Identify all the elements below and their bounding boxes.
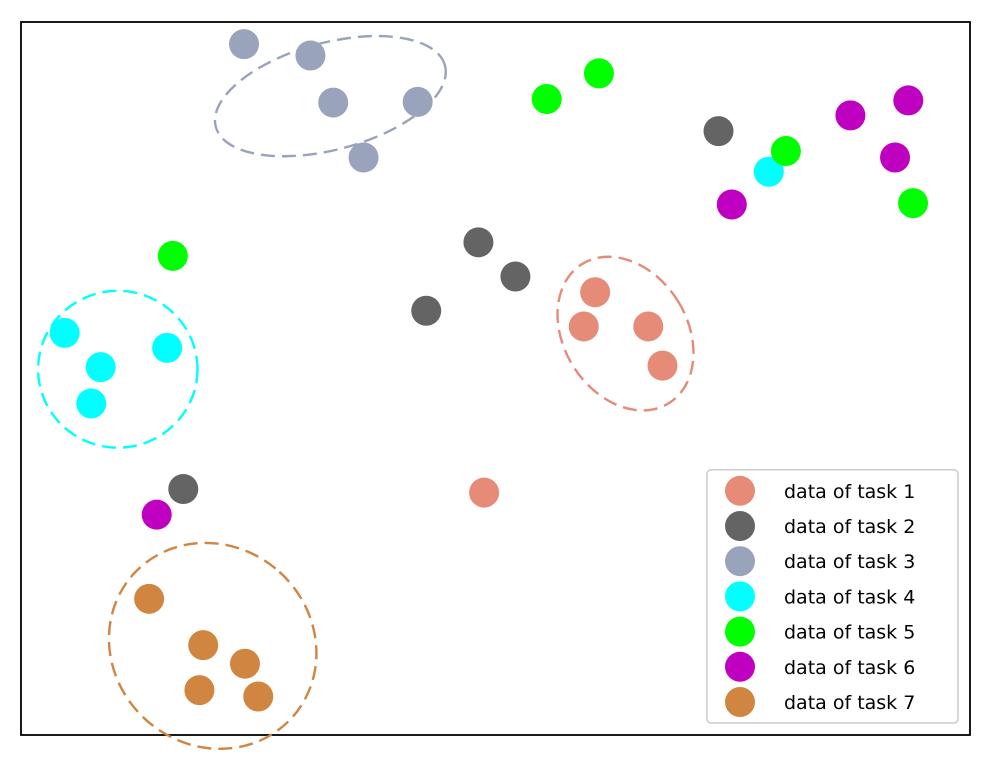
legend-label-data-of-task-2: data of task 2: [784, 516, 915, 538]
legend: data of task 1 data of task 2 data of task…: [706, 469, 959, 724]
point-data-of-task-1-2: [568, 311, 599, 342]
point-data-of-task-4-5: [76, 388, 107, 419]
point-data-of-task-4-4: [85, 352, 116, 383]
point-data-of-task-5-1: [583, 58, 614, 89]
cluster-outlines: [36, 34, 695, 751]
legend-marker-data-of-task-3: [725, 546, 755, 577]
point-data-of-task-4-1: [753, 156, 784, 187]
point-data-of-task-1-5: [469, 477, 500, 508]
legend-label-data-of-task-6: data of task 6: [784, 657, 915, 679]
point-data-of-task-5-2: [531, 84, 562, 115]
cluster-outline-data-of-task-1: [556, 255, 695, 412]
legend-marker-data-of-task-7: [725, 687, 755, 717]
legend-marker-data-of-task-5: [725, 616, 755, 647]
point-data-of-task-3-5: [348, 142, 379, 173]
point-data-of-task-6-4: [716, 189, 747, 220]
point-data-of-task-2-2: [463, 227, 494, 258]
point-data-of-task-1-3: [633, 311, 664, 342]
point-data-of-task-3-4: [402, 86, 433, 117]
point-data-of-task-6-1: [893, 85, 924, 116]
point-data-of-task-5-3: [770, 136, 801, 167]
legend-marker-data-of-task-2: [725, 511, 755, 541]
legend-label-data-of-task-3: data of task 3: [784, 551, 915, 573]
point-data-of-task-1-1: [580, 277, 611, 308]
cluster-outline-data-of-task-3: [213, 34, 447, 158]
point-data-of-task-7-1: [134, 583, 165, 614]
point-data-of-task-2-5: [168, 474, 199, 505]
point-data-of-task-2-1: [703, 116, 734, 147]
point-data-of-task-1-4: [647, 350, 678, 381]
data-points: [49, 29, 929, 712]
point-data-of-task-4-2: [49, 317, 80, 348]
point-data-of-task-2-3: [500, 261, 531, 292]
point-data-of-task-3-2: [295, 40, 326, 71]
point-data-of-task-2-4: [411, 295, 442, 326]
point-data-of-task-5-4: [898, 188, 929, 219]
cluster-outline-data-of-task-4: [36, 289, 199, 449]
point-data-of-task-7-5: [243, 681, 274, 712]
cluster-outline-data-of-task-7: [107, 541, 318, 751]
legend-label-data-of-task-1: data of task 1: [784, 481, 915, 503]
legend-marker-data-of-task-6: [725, 651, 755, 682]
point-data-of-task-3-3: [318, 87, 349, 118]
point-data-of-task-6-5: [141, 499, 172, 530]
point-data-of-task-7-2: [188, 630, 219, 661]
point-data-of-task-5-5: [157, 240, 188, 271]
point-data-of-task-7-4: [184, 675, 215, 706]
point-data-of-task-4-3: [152, 332, 183, 363]
legend-frame: [706, 469, 959, 724]
legend-label-data-of-task-7: data of task 7: [784, 692, 915, 714]
point-data-of-task-3-1: [229, 29, 260, 60]
legend-label-data-of-task-4: data of task 4: [784, 586, 915, 608]
legend-label-data-of-task-5: data of task 5: [784, 622, 915, 644]
point-data-of-task-6-3: [880, 142, 911, 173]
point-data-of-task-6-2: [835, 100, 866, 131]
point-data-of-task-7-3: [229, 648, 260, 679]
legend-marker-data-of-task-1: [725, 475, 755, 506]
legend-marker-data-of-task-4: [725, 581, 755, 612]
